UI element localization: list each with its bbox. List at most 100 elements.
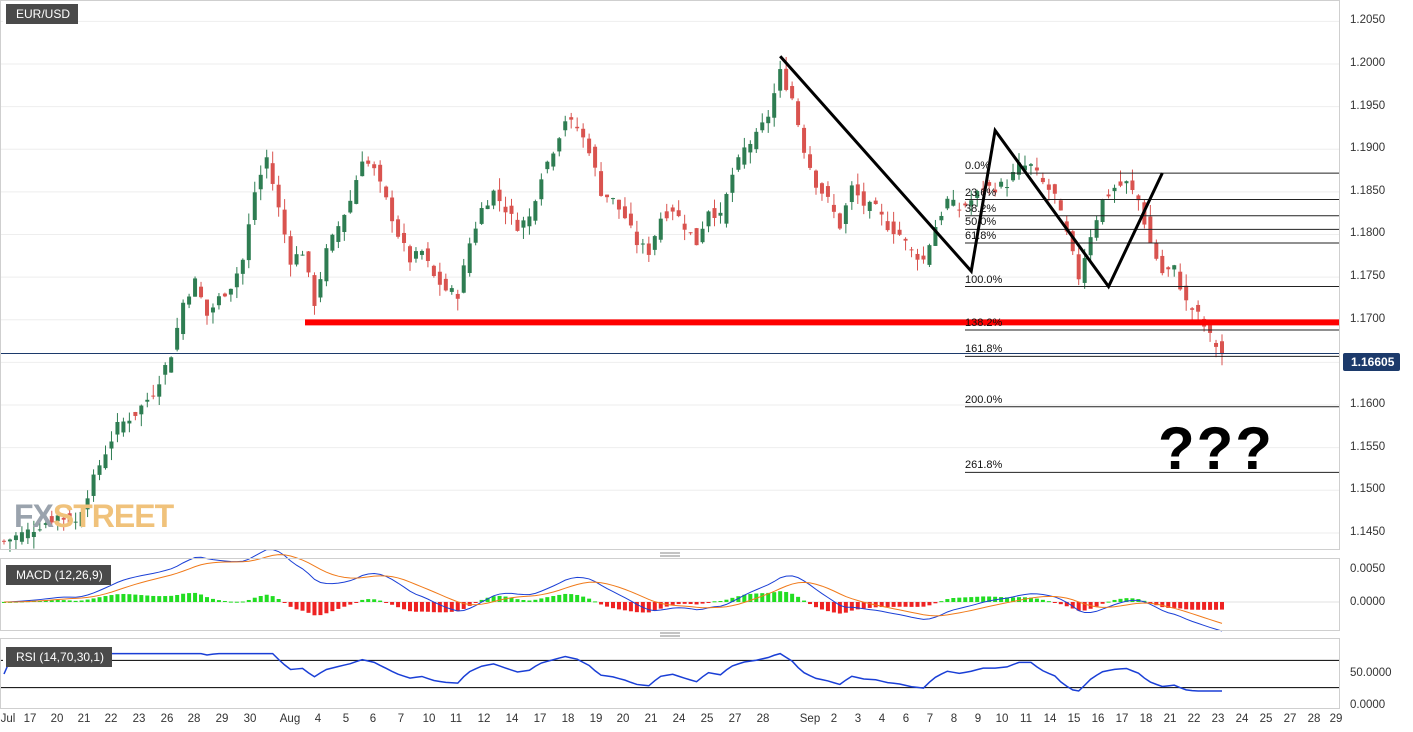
macd-histogram-bar	[372, 599, 377, 602]
candle-body	[903, 238, 908, 241]
macd-histogram-bar	[413, 602, 418, 612]
macd-histogram-bar	[300, 602, 305, 611]
candle-body	[694, 228, 699, 246]
candle-body	[25, 529, 30, 539]
candle-body	[61, 517, 66, 520]
candle-body	[234, 273, 239, 288]
candle-body	[121, 421, 126, 433]
time-tick: Aug	[279, 713, 301, 725]
candle-body	[742, 147, 747, 165]
time-tick: 29	[215, 713, 229, 725]
macd-histogram-bar	[975, 596, 980, 602]
candle-body	[1028, 164, 1033, 166]
macd-histogram-bar	[449, 602, 454, 612]
macd-label[interactable]: MACD (12,26,9)	[3, 565, 111, 585]
time-tick: 25	[700, 713, 714, 725]
candle-body	[808, 154, 813, 168]
macd-histogram-bar	[1046, 601, 1051, 603]
macd-histogram-bar	[121, 593, 126, 602]
macd-histogram-bar	[1202, 602, 1207, 610]
candle-body	[163, 365, 168, 375]
macd-histogram-bar	[157, 596, 162, 602]
macd-histogram-bar	[634, 602, 639, 613]
last-price-badge: 1.16605	[1343, 353, 1401, 371]
candle-body	[688, 232, 693, 234]
macd-histogram-bar	[831, 602, 836, 613]
candle-body	[867, 201, 872, 211]
candle-body	[533, 201, 538, 221]
macd-histogram-bar	[1028, 597, 1033, 602]
candle-body	[981, 188, 986, 190]
panel-frames	[0, 0, 1340, 709]
candle-body	[1154, 242, 1159, 259]
candle-body	[300, 254, 305, 256]
macd-histogram-bar	[1208, 602, 1213, 610]
macd-histogram-bar	[55, 599, 60, 602]
macd-histogram-bar	[1124, 598, 1129, 602]
candle-body	[461, 265, 466, 293]
time-tick: 24	[1235, 713, 1249, 725]
candle-body	[569, 117, 574, 120]
macd-histogram-bar	[222, 600, 227, 602]
candle-body	[1220, 341, 1224, 355]
candle-body	[575, 126, 580, 129]
macd-histogram-bar	[378, 600, 383, 602]
candle-body	[437, 271, 442, 285]
macd-histogram-bar	[819, 602, 824, 610]
macd-histogram-bar	[885, 602, 890, 608]
candle-body	[802, 127, 807, 153]
candle-body	[1178, 271, 1183, 290]
candle-body	[551, 153, 556, 167]
macd-histogram-bar	[139, 595, 144, 602]
symbol-label[interactable]: EUR/USD	[3, 4, 79, 24]
time-tick: 27	[728, 713, 742, 725]
macd-histogram-bar	[199, 594, 204, 602]
time-tick: 28	[756, 713, 770, 725]
candle-body	[987, 182, 992, 186]
candle-body	[360, 161, 365, 177]
macd-histogram-bar	[390, 602, 395, 605]
macd-histogram-bar	[246, 599, 251, 602]
candle-body	[814, 170, 818, 188]
rsi-label[interactable]: RSI (14,70,30,1)	[3, 647, 113, 667]
rsi-line	[3, 652, 1222, 692]
indicator-tick: 0.0050	[1350, 563, 1386, 575]
macd-histogram-bar	[1166, 602, 1171, 608]
time-tick: 9	[974, 713, 982, 725]
fib-label: 100.0%	[965, 273, 1003, 286]
candle-body	[545, 161, 550, 170]
time-tick: 30	[243, 713, 257, 725]
macd-histogram-bar	[485, 597, 490, 602]
candle-body	[1052, 184, 1057, 194]
candle-body	[419, 250, 424, 255]
candle-body	[724, 194, 729, 224]
macd-histogram-bar	[425, 602, 430, 612]
macd-histogram-bar	[437, 602, 442, 613]
candle-body	[127, 420, 132, 424]
rsi-panel	[0, 652, 1340, 692]
time-tick: 21	[77, 713, 91, 725]
candle-body	[485, 205, 490, 210]
candle-body	[193, 278, 198, 297]
macd-histogram-bar	[1052, 602, 1057, 603]
candle-body	[181, 302, 186, 335]
macd-histogram-bar	[1214, 602, 1219, 610]
candle-body	[402, 232, 407, 243]
candle-body	[19, 532, 24, 542]
candle-body	[1040, 177, 1045, 183]
candle-body	[969, 200, 974, 206]
time-tick: 11	[1020, 713, 1032, 725]
candle-body	[885, 221, 890, 231]
candle-body	[1130, 180, 1135, 191]
time-tick: 18	[561, 713, 575, 725]
macd-histogram-bar	[670, 602, 675, 605]
candle-body	[736, 157, 741, 170]
macd-histogram-bar	[700, 602, 705, 604]
macd-histogram-bar	[193, 592, 198, 602]
candle-body	[855, 184, 860, 196]
macd-histogram-bar	[730, 597, 735, 602]
macd-histogram-bar	[216, 600, 221, 602]
macd-histogram-bar	[1076, 602, 1081, 611]
question-annotation: ???	[1158, 415, 1274, 482]
macd-histogram-bar	[784, 591, 789, 602]
